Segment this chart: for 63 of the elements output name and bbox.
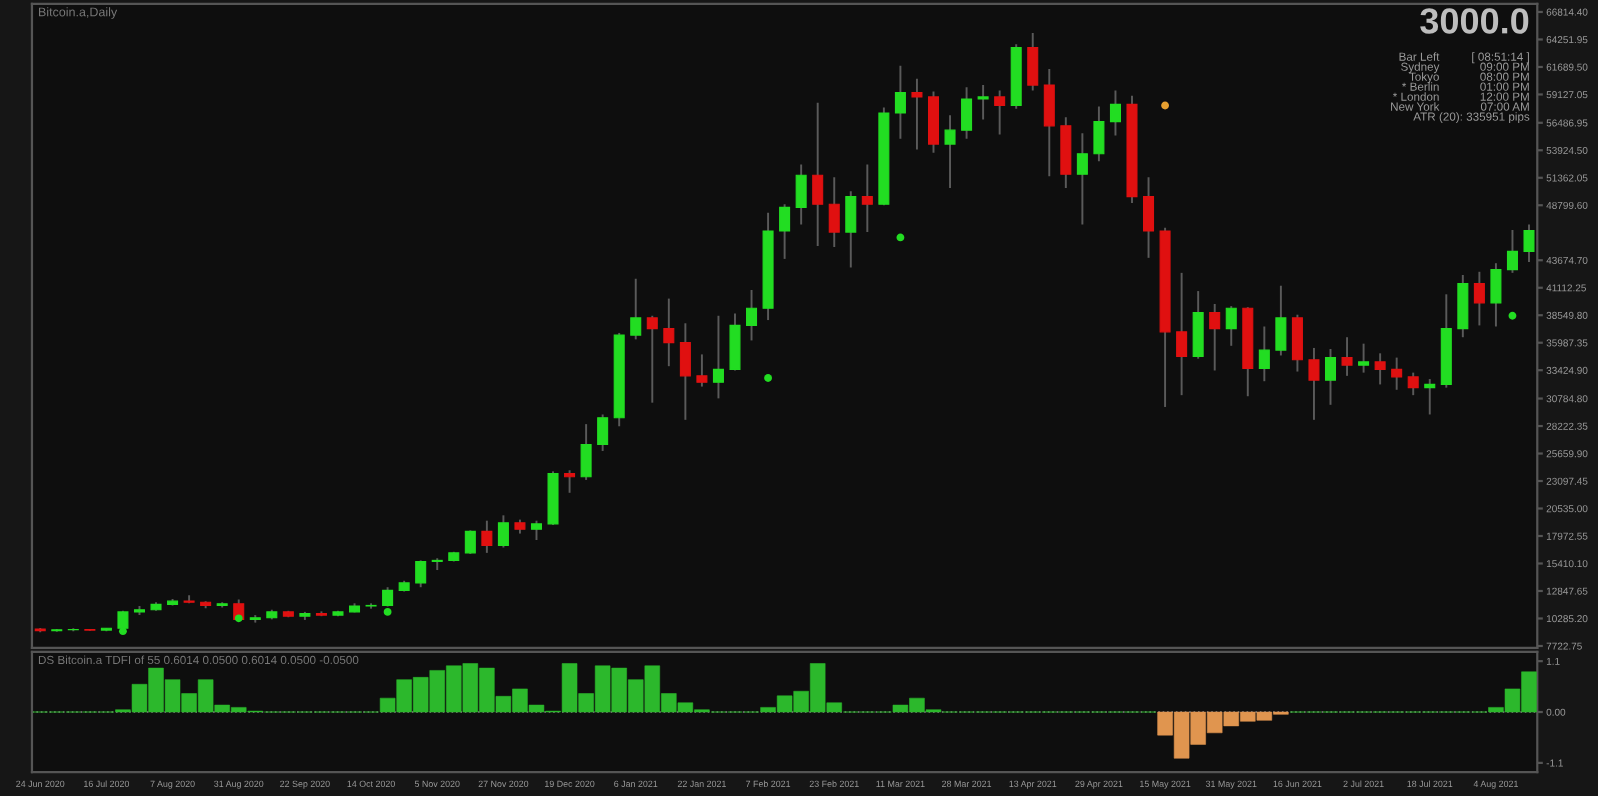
annotation: 3000.0	[1420, 8, 1529, 34]
candlestick	[1225, 305, 1237, 347]
candlestick	[1341, 336, 1353, 377]
candlestick	[861, 163, 873, 234]
candlestick	[1457, 274, 1469, 339]
candlestick	[779, 203, 791, 260]
candlestick	[530, 519, 543, 541]
candlestick	[812, 101, 824, 247]
candlestick	[1358, 342, 1370, 374]
candlestick	[944, 114, 956, 190]
candlestick	[464, 529, 476, 555]
candlestick	[828, 176, 840, 249]
candlestick	[679, 322, 691, 421]
candlestick	[1275, 284, 1287, 357]
candlestick	[911, 77, 923, 151]
candlestick	[1391, 356, 1403, 391]
candlestick	[1473, 270, 1485, 327]
point	[383, 607, 392, 616]
candlestick	[1374, 352, 1386, 386]
candlestick	[1027, 32, 1039, 92]
point	[234, 614, 243, 623]
candlestick	[382, 586, 394, 608]
candlestick	[564, 469, 576, 494]
candlestick	[1109, 89, 1121, 137]
candlestick	[729, 312, 741, 372]
point	[1161, 101, 1170, 110]
candlestick	[580, 423, 592, 481]
candlestick	[415, 559, 427, 589]
candlestick	[597, 413, 609, 452]
candlestick	[1176, 271, 1188, 397]
candlestick	[1324, 348, 1337, 406]
candlestick	[646, 314, 658, 404]
candlestick	[630, 277, 642, 341]
candlestick	[845, 190, 857, 269]
candlestick	[1209, 302, 1221, 372]
candlestick	[746, 289, 758, 342]
candlestick	[481, 519, 493, 554]
candlestick	[1407, 371, 1419, 397]
point	[119, 627, 127, 636]
candlestick	[977, 84, 989, 121]
candlestick	[961, 86, 973, 140]
candlestick	[696, 353, 708, 388]
candlestick	[1076, 132, 1088, 226]
candlestick	[994, 89, 1006, 136]
candlestick	[795, 163, 807, 226]
candlestick	[1506, 228, 1518, 274]
point	[764, 374, 772, 382]
candlestick	[1093, 105, 1105, 163]
candlestick	[1258, 325, 1270, 383]
candlestick	[1490, 262, 1502, 328]
point	[896, 233, 905, 242]
candlestick	[1192, 290, 1204, 360]
candlestick	[663, 297, 675, 368]
point	[1508, 311, 1517, 320]
candlestick	[894, 64, 906, 140]
candlestick	[712, 314, 724, 400]
candlestick	[1143, 176, 1155, 259]
candlestick	[927, 90, 940, 154]
candlestick	[1043, 68, 1055, 178]
candlestick	[497, 514, 509, 549]
candlestick	[1308, 346, 1320, 421]
candlestick	[1424, 378, 1436, 416]
candlestick	[1291, 313, 1303, 373]
